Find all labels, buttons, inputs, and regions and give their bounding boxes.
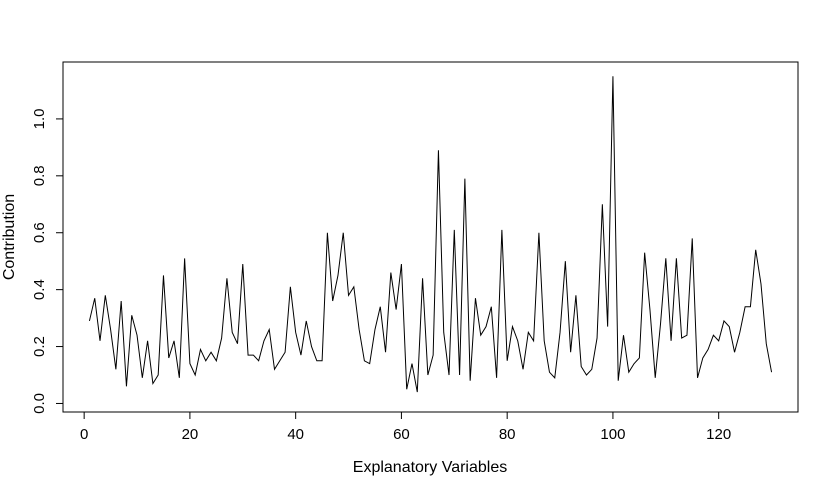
y-tick-label: 1.0 — [31, 108, 48, 129]
x-axis: 0 20 40 60 80 100 120 — [80, 411, 731, 443]
y-tick-label: 0.0 — [31, 393, 48, 414]
y-tick-label: 0.6 — [31, 222, 48, 243]
x-tick-label: 100 — [600, 426, 625, 443]
x-axis-title: Explanatory Variables — [353, 459, 507, 476]
series-line — [88, 76, 773, 393]
x-tick-label: 0 — [80, 426, 88, 443]
x-tick-label: 80 — [499, 426, 516, 443]
y-axis-title: Contribution — [1, 194, 18, 280]
y-tick-label: 0.2 — [31, 336, 48, 357]
y-axis: 0.0 0.2 0.4 0.6 0.8 1.0 — [31, 108, 64, 414]
x-tick-label: 20 — [182, 426, 199, 443]
x-tick-label: 40 — [287, 426, 304, 443]
x-tick-label: 60 — [393, 426, 410, 443]
y-tick-label: 0.8 — [31, 165, 48, 186]
plot-frame — [62, 61, 799, 413]
x-tick-label: 120 — [706, 426, 731, 443]
y-tick-label: 0.4 — [31, 279, 48, 300]
